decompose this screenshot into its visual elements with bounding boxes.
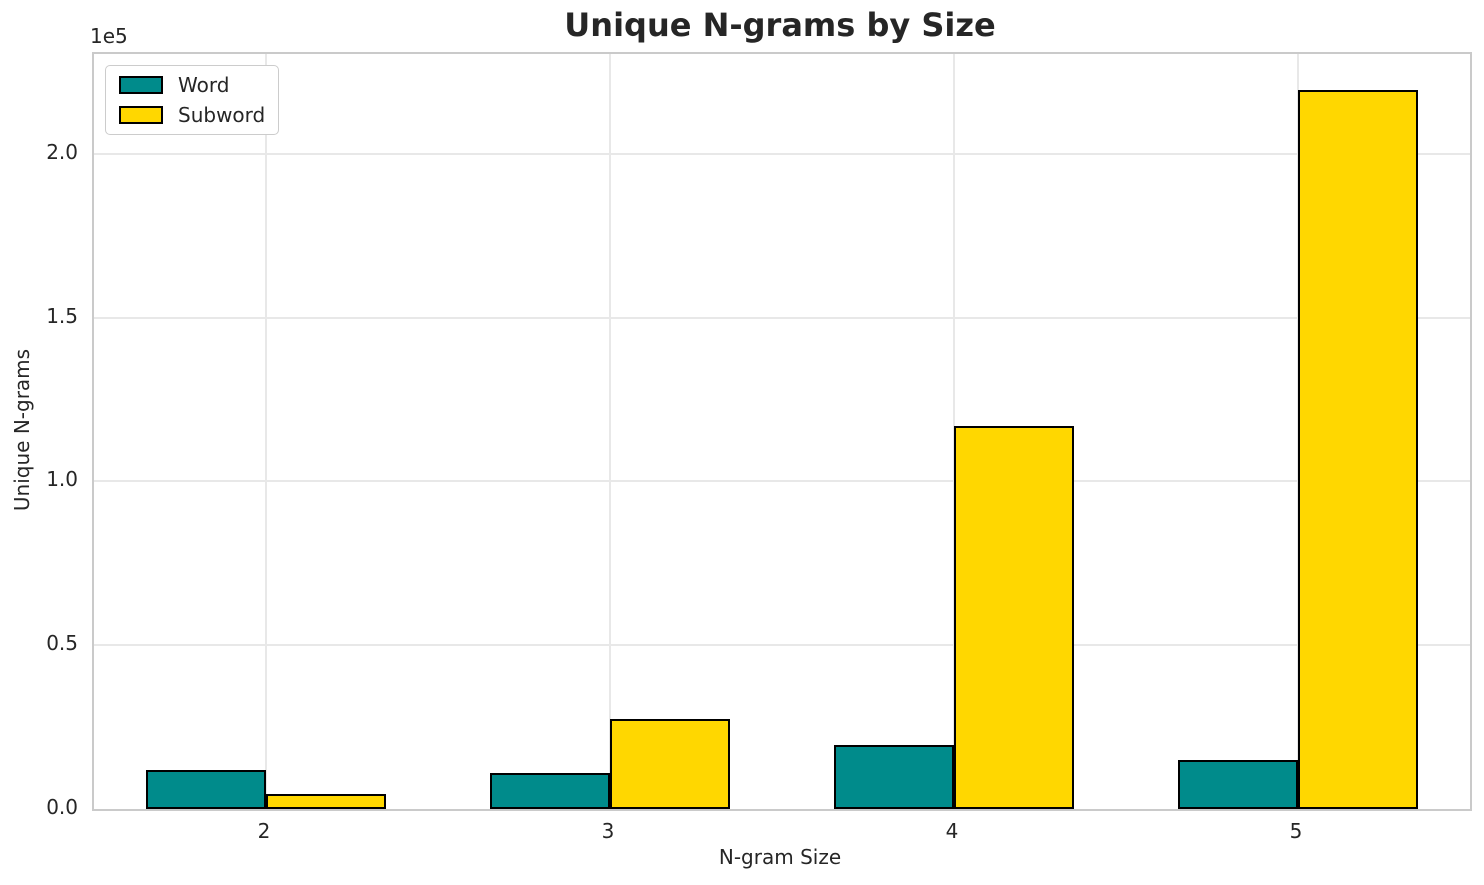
bar-word-5 <box>1177 759 1298 809</box>
bar-word-2 <box>145 770 266 809</box>
y-tick-label: 2.0 <box>46 139 78 164</box>
legend-item-word: Word <box>119 73 265 97</box>
h-gridline <box>94 316 1470 319</box>
y-axis-offset-label: 1e5 <box>90 24 128 48</box>
bar-subword-5 <box>1298 90 1419 809</box>
x-tick-label: 2 <box>257 819 271 843</box>
bar-subword-2 <box>266 794 387 809</box>
legend-swatch-word <box>119 76 163 94</box>
y-tick-label: 0.5 <box>46 631 78 656</box>
h-gridline <box>94 644 1470 647</box>
bar-word-4 <box>833 744 954 809</box>
legend-label: Word <box>178 73 230 97</box>
x-tick-label: 5 <box>1289 819 1303 843</box>
plot-area: Word Subword <box>92 52 1472 811</box>
chart-title: Unique N-grams by Size <box>564 6 996 44</box>
x-tick-label: 4 <box>945 819 959 843</box>
h-gridline <box>94 480 1470 483</box>
bar-word-3 <box>489 772 610 809</box>
v-gridline <box>265 54 267 809</box>
y-tick-label: 1.5 <box>46 303 78 328</box>
bar-subword-3 <box>610 718 731 809</box>
bar-subword-4 <box>954 425 1075 809</box>
legend-swatch-subword <box>119 106 163 124</box>
y-tick-label: 0.0 <box>46 795 78 819</box>
legend: Word Subword <box>105 65 280 135</box>
legend-label: Subword <box>178 103 266 127</box>
x-tick-label: 3 <box>601 819 615 843</box>
x-axis-label: N-gram Size <box>718 845 842 869</box>
y-tick-label: 1.0 <box>46 467 78 492</box>
legend-item-subword: Subword <box>119 103 265 127</box>
v-gridline <box>609 54 611 809</box>
h-gridline <box>94 152 1470 155</box>
